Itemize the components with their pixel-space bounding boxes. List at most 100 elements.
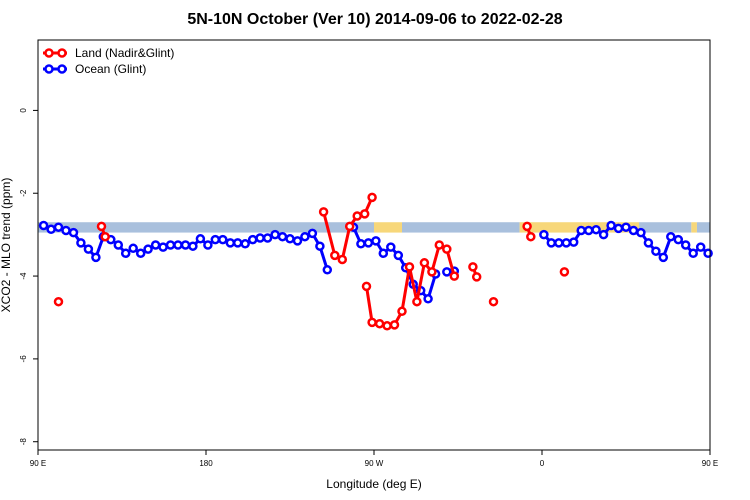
land-point: [526, 231, 536, 242]
ocean-point: [695, 242, 706, 252]
land-point: [397, 306, 407, 317]
land-point: [374, 318, 385, 329]
ocean-point: [38, 220, 49, 231]
legend: Land (Nadir&Glint) Ocean (Glint): [43, 46, 174, 76]
chart-title: 5N-10N October (Ver 10) 2014-09-06 to 20…: [187, 11, 562, 28]
band-segment-4: [639, 222, 692, 233]
ocean-point: [591, 224, 601, 235]
ocean-point: [658, 252, 669, 263]
ocean-point: [300, 231, 310, 242]
ocean-point: [613, 223, 624, 234]
y-tick-label: -2: [19, 189, 28, 197]
ocean-point: [307, 228, 318, 239]
land-point: [53, 296, 64, 307]
ocean-point: [651, 246, 661, 256]
ocean-point: [371, 236, 381, 246]
x-tick-label: 90 E: [702, 459, 718, 468]
ocean-point: [363, 238, 374, 248]
ocean-point: [666, 231, 676, 242]
land-point: [404, 262, 415, 272]
legend-ocean-marker: [44, 64, 54, 74]
ocean-point: [703, 248, 713, 259]
land-point: [434, 240, 445, 250]
ocean-point: [322, 265, 333, 275]
ocean-point: [128, 243, 138, 254]
ocean-point: [76, 238, 86, 248]
ocean-point: [83, 244, 94, 254]
ocean-point: [673, 234, 684, 245]
x-tick-label: 0: [540, 459, 545, 468]
y-axis: 0 -2 -4 -6 -8: [19, 108, 38, 445]
ocean-point: [628, 225, 639, 236]
ocean-point: [255, 233, 265, 243]
ocean-point: [598, 229, 609, 240]
band-segment-1: [374, 222, 402, 233]
land-point: [449, 271, 460, 281]
land-point: [559, 267, 570, 277]
y-tick-label: -6: [19, 355, 28, 363]
ocean-point: [386, 242, 396, 252]
x-axis: 90 E 180 90 W 0 90 E: [30, 450, 718, 468]
land-point: [382, 321, 392, 331]
ocean-point: [378, 248, 389, 259]
land-point: [318, 207, 329, 217]
ocean-point: [218, 234, 228, 245]
land-point: [471, 272, 482, 282]
land-point: [488, 296, 499, 307]
ocean-point: [120, 248, 131, 259]
legend-land-marker: [44, 48, 54, 58]
ocean-point: [225, 238, 236, 248]
land-point: [359, 209, 370, 219]
ocean-point: [285, 234, 295, 244]
ocean-point: [621, 222, 631, 232]
ocean-point: [247, 234, 258, 245]
ocean-point: [262, 233, 273, 243]
land-point: [330, 250, 340, 261]
land-point: [344, 221, 355, 232]
land-point: [412, 296, 422, 307]
ocean-point: [240, 239, 250, 249]
land-point: [96, 221, 107, 232]
ocean-point: [113, 240, 124, 250]
ocean-point: [583, 225, 594, 236]
legend-land-label: Land (Nadir&Glint): [75, 46, 174, 60]
land-point: [337, 254, 348, 265]
ocean-point: [232, 238, 243, 248]
ocean-point: [46, 224, 56, 235]
legend-ocean-marker: [57, 64, 67, 74]
ocean-point: [270, 229, 280, 240]
land-point: [367, 192, 377, 203]
land-point: [361, 281, 372, 292]
land-point: [468, 262, 478, 272]
ocean-point: [546, 238, 557, 248]
ocean-point: [61, 225, 71, 236]
x-tick-label: 90 W: [365, 459, 384, 468]
ocean-point: [442, 267, 452, 277]
ocean-point: [356, 239, 366, 249]
ocean-point: [636, 227, 646, 238]
land-point: [427, 267, 437, 277]
y-axis-label: XCO2 - MLO trend (ppm): [0, 178, 13, 313]
ocean-point: [554, 238, 564, 248]
land-point: [389, 320, 400, 330]
band-segment-2: [402, 222, 520, 233]
ocean-point: [277, 231, 288, 242]
band-segment-6: [696, 222, 710, 233]
x-tick-label: 180: [199, 459, 213, 468]
ocean-point: [173, 240, 183, 250]
ocean-point: [135, 248, 146, 259]
ocean-point: [423, 294, 433, 304]
ocean-point: [188, 241, 198, 251]
land-point: [419, 258, 430, 268]
ocean-point: [150, 240, 161, 250]
legend-land-marker: [57, 48, 67, 58]
ocean-point: [165, 240, 176, 250]
series-layer: [38, 192, 713, 331]
ocean-point: [292, 236, 303, 246]
ocean-point: [539, 229, 549, 240]
ocean-point: [158, 242, 168, 252]
land-point: [100, 231, 110, 242]
land-point: [367, 317, 377, 328]
x-tick-label: 90 E: [30, 459, 46, 468]
band-segment-5: [691, 222, 697, 233]
